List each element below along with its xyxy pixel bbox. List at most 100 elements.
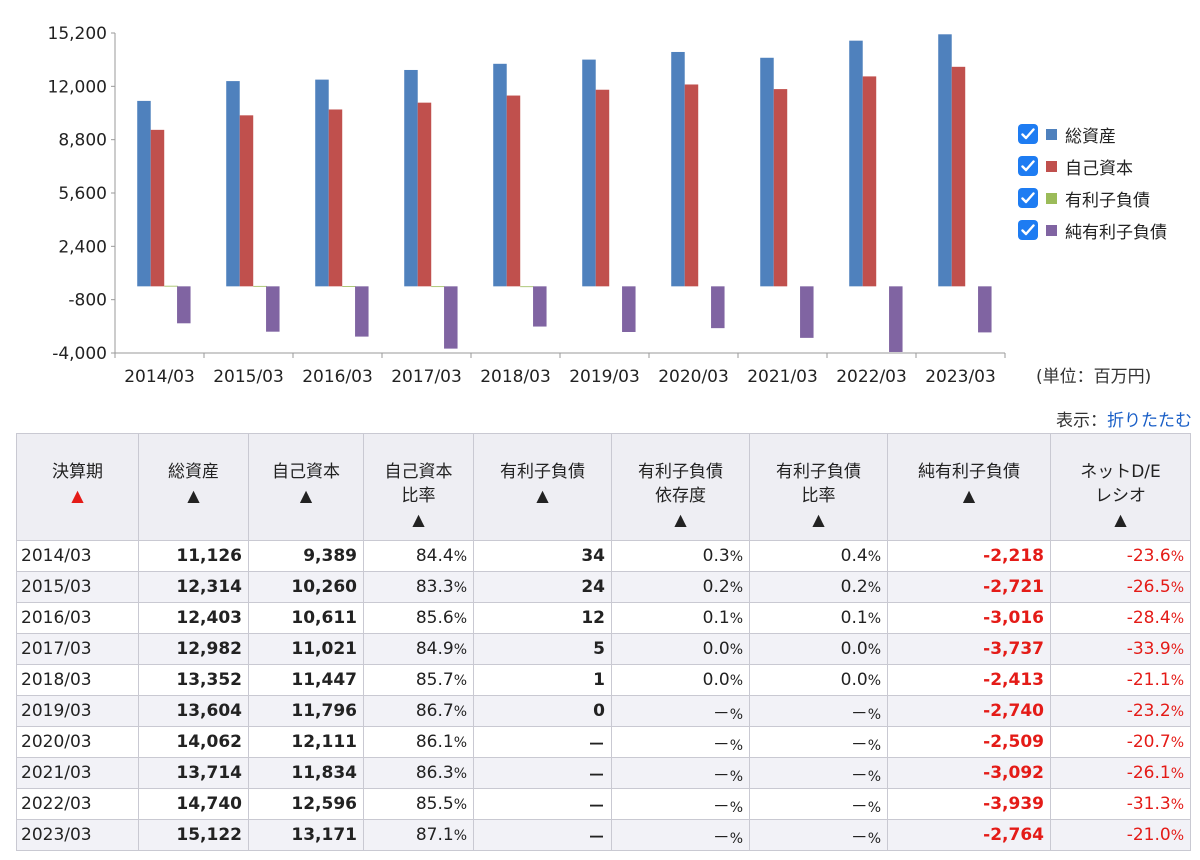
sort-arrow-icon[interactable]: ▲ bbox=[536, 486, 549, 505]
legend-item[interactable]: 有利子負債 bbox=[1018, 182, 1167, 214]
legend-checkbox[interactable] bbox=[1018, 156, 1038, 176]
table-cell: 0.0% bbox=[749, 664, 888, 696]
legend-checkbox[interactable] bbox=[1018, 188, 1038, 208]
column-header-label: 有利子負債 bbox=[638, 462, 723, 482]
x-tick-label: 2015/03 bbox=[213, 367, 284, 387]
table-cell: 11,021 bbox=[248, 633, 364, 665]
bar bbox=[862, 76, 877, 287]
column-header[interactable]: 有利子負債 ▲ bbox=[473, 433, 612, 541]
bar bbox=[328, 109, 343, 287]
sort-arrow-icon[interactable]: ▲ bbox=[962, 486, 976, 505]
table-cell: 14,062 bbox=[138, 726, 249, 758]
x-tick-label: 2023/03 bbox=[925, 367, 996, 387]
x-tick-label: 2017/03 bbox=[391, 367, 462, 387]
bar bbox=[889, 286, 903, 352]
legend-checkbox[interactable] bbox=[1018, 124, 1038, 144]
sort-arrow-icon[interactable]: ▲ bbox=[1114, 510, 1127, 529]
legend-swatch bbox=[1046, 224, 1057, 236]
check-icon bbox=[1021, 160, 1035, 172]
table-cell: 12,982 bbox=[138, 633, 249, 665]
table-cell: － bbox=[473, 788, 612, 820]
table-cell: －% bbox=[611, 788, 750, 820]
column-header[interactable]: 自己資本 比率 ▲ bbox=[363, 433, 474, 541]
bar bbox=[533, 286, 547, 327]
table-row: 2017/03 12,982 11,021 84.9% 5 0.0% 0.0% -3,737-… bbox=[16, 633, 1191, 665]
collapse-link[interactable]: 折りたたむ bbox=[1107, 411, 1192, 431]
bar bbox=[938, 34, 952, 287]
x-tick-label: 2021/03 bbox=[747, 367, 818, 387]
x-tick-label: 2014/03 bbox=[124, 367, 195, 387]
table-cell: -2,413 bbox=[887, 664, 1051, 696]
table-cell: 13,604 bbox=[138, 695, 249, 727]
column-header-label: 総資産 bbox=[168, 462, 219, 482]
table-cell: －% bbox=[749, 726, 888, 758]
bar bbox=[671, 51, 685, 287]
table-cell: 84.4% bbox=[363, 540, 474, 572]
column-header-label: 純有利子負債 bbox=[918, 462, 1020, 482]
table-cell: 13,714 bbox=[138, 757, 249, 789]
financial-table: 決算期 ▲ 総資産 ▲ 自己資本 ▲ 自己資本 比率 ▲ 有利子負債 ▲ 有利子負債 依存度 ▲ 有利子負債… bbox=[16, 433, 1191, 851]
sort-arrow-icon[interactable]: ▲ bbox=[412, 510, 425, 529]
legend-swatch bbox=[1046, 160, 1057, 172]
column-header[interactable]: 有利子負債依存度 ▲ bbox=[611, 433, 750, 541]
table-cell: 86.7% bbox=[363, 695, 474, 727]
legend-item[interactable]: 自己資本 bbox=[1018, 150, 1167, 182]
table-cell: 24 bbox=[473, 571, 612, 603]
table-cell: － bbox=[473, 757, 612, 789]
sort-arrow-icon[interactable]: ▲ bbox=[674, 510, 687, 529]
legend-item[interactable]: 総資産 bbox=[1018, 118, 1167, 150]
column-header[interactable]: 有利子負債 比率 ▲ bbox=[749, 433, 888, 541]
y-tick-label: 8,800 bbox=[58, 131, 107, 151]
table-cell: 11,447 bbox=[248, 664, 364, 696]
column-header-label: 自己資本 bbox=[384, 462, 453, 482]
table-cell: 85.7% bbox=[363, 664, 474, 696]
column-header-label: 比率 bbox=[801, 486, 836, 506]
column-header[interactable]: 純有利子負債 ▲ bbox=[887, 433, 1051, 541]
x-tick-label: 2018/03 bbox=[480, 367, 551, 387]
table-cell: 2022/03 bbox=[16, 788, 139, 820]
column-header[interactable]: 自己資本 ▲ bbox=[248, 433, 364, 541]
table-cell: 2015/03 bbox=[16, 571, 139, 603]
table-cell: 0.3% bbox=[611, 540, 750, 572]
table-cell: 83.3% bbox=[363, 571, 474, 603]
sort-arrow-icon[interactable]: ▲ bbox=[812, 510, 825, 529]
table-cell: -21.1% bbox=[1050, 664, 1191, 696]
table-cell: -20.7% bbox=[1050, 726, 1191, 758]
x-tick-label: 2016/03 bbox=[302, 367, 373, 387]
table-cell: -3,939 bbox=[887, 788, 1051, 820]
legend-item[interactable]: 純有利子負債 bbox=[1018, 214, 1167, 246]
column-header-label: レシオ bbox=[1095, 486, 1146, 506]
y-tick-label: -800 bbox=[68, 291, 107, 311]
bar bbox=[444, 286, 458, 349]
table-cell: 11,126 bbox=[138, 540, 249, 572]
column-header[interactable]: 決算期 ▲ bbox=[16, 433, 139, 541]
bar bbox=[164, 285, 178, 287]
bar bbox=[137, 100, 151, 287]
y-tick-label: 2,400 bbox=[58, 237, 107, 257]
table-cell: 85.6% bbox=[363, 602, 474, 634]
check-icon bbox=[1021, 128, 1035, 140]
table-cell: 2019/03 bbox=[16, 695, 139, 727]
column-header[interactable]: ネットD/E レシオ ▲ bbox=[1050, 433, 1191, 541]
table-row: 2020/03 14,062 12,111 86.1% －－% －% -2,509 -20.7… bbox=[16, 726, 1191, 758]
table-cell: －% bbox=[611, 726, 750, 758]
table-cell: 0.4% bbox=[749, 540, 888, 572]
sort-arrow-icon[interactable]: ▲ bbox=[187, 486, 200, 505]
sort-arrow-icon[interactable]: ▲ bbox=[299, 486, 313, 505]
table-cell: －% bbox=[749, 819, 888, 851]
column-header-label: 依存度 bbox=[655, 486, 706, 506]
legend-checkbox[interactable] bbox=[1018, 220, 1038, 240]
table-cell: -23.2% bbox=[1050, 695, 1191, 727]
column-header[interactable]: 総資産 ▲ bbox=[138, 433, 249, 541]
table-cell: 10,260 bbox=[248, 571, 364, 603]
bar bbox=[582, 59, 596, 287]
bar bbox=[506, 95, 521, 287]
bar bbox=[622, 286, 636, 332]
table-cell: 2023/03 bbox=[16, 819, 139, 851]
sort-arrow-icon[interactable]: ▲ bbox=[71, 486, 84, 505]
table-cell: -2,218 bbox=[887, 540, 1051, 572]
table-cell: －% bbox=[749, 757, 888, 789]
bar bbox=[315, 79, 329, 287]
table-cell: -28.4% bbox=[1050, 602, 1191, 634]
bar bbox=[266, 286, 280, 332]
